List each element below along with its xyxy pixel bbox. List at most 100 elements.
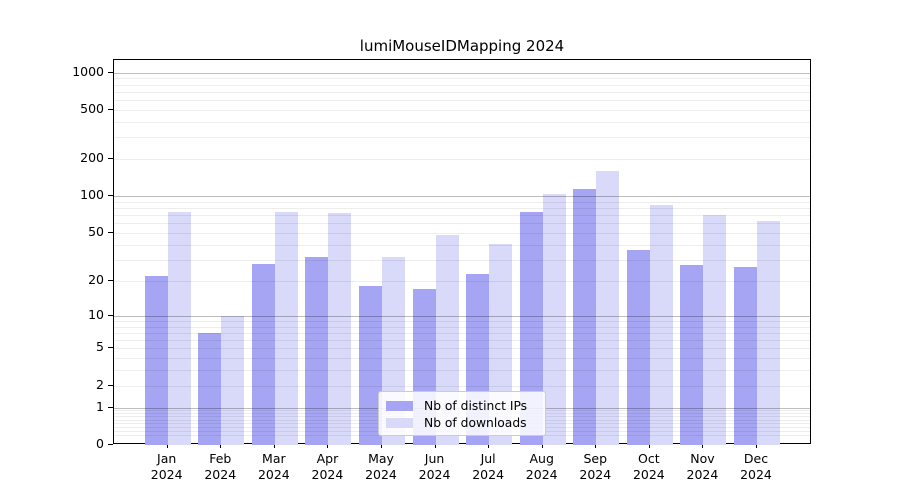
legend-swatch-downloads [386, 417, 413, 428]
x-tick-mark [755, 444, 757, 448]
y-tick-label: 1000 [72, 63, 104, 79]
bar-downloads-mar [274, 212, 298, 445]
gridline-minor [114, 385, 810, 387]
gridline-minor [114, 208, 810, 210]
x-tick-mark [327, 444, 329, 448]
gridline-minor [114, 159, 810, 161]
x-tick-label-mar: Mar 2024 [257, 451, 290, 482]
gridline-minor [114, 137, 810, 139]
x-tick-label-dec: Dec 2024 [740, 451, 772, 482]
gridline-minor [114, 259, 810, 261]
x-tick-label-sep: Sep 2024 [579, 451, 612, 482]
bar-downloads-jan [167, 212, 191, 445]
x-tick-mark [273, 444, 275, 448]
gridline-minor [114, 244, 810, 246]
gridline-minor [114, 340, 810, 342]
bar-distinct-ips-jan [144, 276, 168, 445]
y-tick-label: 200 [80, 150, 104, 166]
y-tick-mark [108, 444, 113, 445]
x-tick-label-oct: Oct 2024 [632, 451, 665, 482]
bar-distinct-ips-oct [626, 250, 650, 445]
gridline-minor [114, 121, 810, 123]
y-tick-label: 50 [88, 224, 104, 240]
bar-distinct-ips-may [358, 286, 382, 445]
bar-downloads-oct [649, 204, 673, 445]
y-tick-label: 1 [96, 398, 104, 414]
legend-swatch-distinct-ips [386, 400, 413, 411]
gridline-minor [114, 233, 810, 235]
x-tick-label-may: May 2024 [365, 451, 397, 482]
x-tick-mark [380, 444, 382, 448]
x-tick-mark [434, 444, 436, 448]
gridline-minor [114, 201, 810, 203]
bar-downloads-nov [703, 214, 727, 445]
bar-distinct-ips-mar [251, 263, 275, 445]
gridline-major [114, 315, 810, 317]
y-tick-label: 0 [96, 436, 104, 451]
legend-item-downloads: Nb of downloads [386, 414, 545, 431]
x-tick-mark [595, 444, 597, 448]
gridline-minor [114, 370, 810, 372]
gridline-minor [114, 320, 810, 322]
x-tick-label-aug: Aug 2024 [525, 451, 558, 482]
legend-label-distinct-ips: Nb of distinct IPs [424, 398, 528, 413]
y-tick-mark [108, 384, 113, 386]
gridline-minor [114, 280, 810, 282]
bar-distinct-ips-apr [305, 256, 329, 445]
gridline-minor [114, 84, 810, 86]
y-tick-mark [108, 195, 113, 197]
x-tick-mark [541, 444, 543, 448]
bar-downloads-apr [328, 213, 352, 445]
bar-distinct-ips-dec [733, 267, 757, 445]
x-tick-mark [648, 444, 650, 448]
y-tick-label: 10 [88, 306, 104, 322]
y-tick-mark [108, 71, 113, 73]
y-tick-mark [108, 406, 113, 408]
gridline-minor [114, 78, 810, 80]
x-tick-mark [220, 444, 222, 448]
y-tick-mark [108, 279, 113, 281]
gridline-minor [114, 326, 810, 328]
legend-item-distinct-ips: Nb of distinct IPs [386, 397, 545, 414]
x-tick-label-jul: Jul 2024 [472, 451, 505, 482]
bar-downloads-dec [756, 220, 780, 445]
y-tick-label: 20 [88, 271, 104, 287]
x-tick-label-apr: Apr 2024 [311, 451, 344, 482]
y-tick-label: 100 [80, 187, 104, 203]
bar-downloads-aug [542, 193, 566, 445]
x-tick-mark [166, 444, 168, 448]
y-tick-label: 2 [96, 376, 104, 392]
plot-area [113, 59, 811, 445]
x-tick-label-jun: Jun 2024 [418, 451, 451, 482]
y-tick-mark [108, 347, 113, 349]
bar-distinct-ips-aug [519, 211, 543, 445]
x-tick-label-jan: Jan 2024 [150, 451, 183, 482]
gridline-minor [114, 109, 810, 111]
y-tick-label: 5 [96, 339, 104, 355]
bar-distinct-ips-feb [198, 332, 222, 445]
bar-distinct-ips-sep [573, 188, 597, 445]
y-tick-mark [108, 158, 113, 160]
x-tick-mark [488, 444, 490, 448]
gridline-minor [114, 358, 810, 360]
legend: Nb of distinct IPs Nb of downloads [378, 391, 546, 436]
legend-label-downloads: Nb of downloads [424, 415, 527, 430]
y-tick-label: 500 [80, 100, 104, 116]
x-tick-label-feb: Feb 2024 [204, 451, 237, 482]
y-tick-mark [108, 232, 113, 234]
gridline-minor [114, 223, 810, 225]
gridline-minor [114, 348, 810, 350]
gridline-minor [114, 215, 810, 217]
bar-downloads-feb [221, 315, 245, 445]
gridline-minor [114, 91, 810, 93]
gridline-minor [114, 332, 810, 334]
y-tick-mark [108, 108, 113, 110]
gridline-minor [114, 100, 810, 102]
bar-downloads-sep [596, 171, 620, 445]
x-tick-mark [702, 444, 704, 448]
x-tick-label-nov: Nov 2024 [686, 451, 719, 482]
gridline-major [114, 72, 810, 74]
y-tick-mark [108, 314, 113, 316]
chart-title: lumiMouseIDMapping 2024 [359, 37, 565, 55]
